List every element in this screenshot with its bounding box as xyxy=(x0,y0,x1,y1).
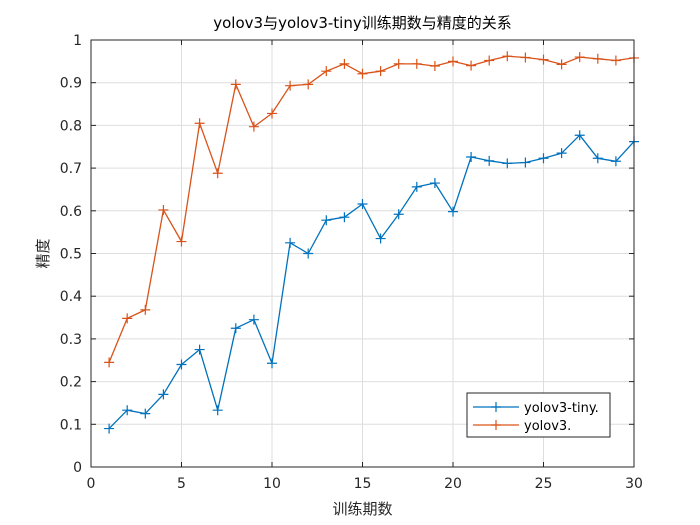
y-tick-label: 0.7 xyxy=(60,161,82,177)
data-point xyxy=(230,79,241,90)
series-line xyxy=(108,134,635,430)
data-point xyxy=(466,151,477,162)
data-point xyxy=(574,52,585,63)
y-tick-label: 0.3 xyxy=(60,332,82,348)
data-point xyxy=(357,68,368,79)
y-tick-label: 0.9 xyxy=(60,76,82,92)
data-point xyxy=(176,236,187,247)
x-tick-label: 25 xyxy=(535,476,553,492)
data-point xyxy=(411,58,422,69)
data-point xyxy=(321,66,332,77)
ticks: 0 5 10 15 20 25 30 0 0.1 0.2 0.3 0.4 0.5 0.6 0.7 0.8 0.9… xyxy=(60,33,643,492)
data-point xyxy=(303,248,314,259)
y-tick-label: 1 xyxy=(73,33,82,49)
data-point xyxy=(357,198,368,209)
data-point xyxy=(574,130,585,141)
x-tick-label: 0 xyxy=(87,476,96,492)
y-axis-label: 精度 xyxy=(34,238,52,268)
data-point xyxy=(502,158,513,169)
data-point xyxy=(448,206,458,217)
data-point xyxy=(267,358,277,369)
data-point xyxy=(502,51,513,62)
legend-marker xyxy=(491,420,501,430)
data-point xyxy=(267,108,277,119)
data-point xyxy=(538,54,549,65)
data-point xyxy=(248,121,259,132)
data-point xyxy=(556,59,567,70)
data-point xyxy=(538,153,549,164)
data-point xyxy=(411,181,422,192)
x-tick-label: 30 xyxy=(625,476,643,492)
x-tick-label: 20 xyxy=(444,476,462,492)
chart-title: yolov3与yolov3-tiny训练期数与精度的关系 xyxy=(213,14,512,32)
data-point xyxy=(484,55,495,66)
data-point xyxy=(122,313,133,324)
data-point xyxy=(592,53,603,64)
y-tick-label: 0.2 xyxy=(60,375,82,391)
y-tick-label: 0.8 xyxy=(60,118,82,134)
data-point xyxy=(321,215,332,226)
series-line xyxy=(108,55,635,363)
data-point xyxy=(393,209,404,220)
series-layer xyxy=(104,51,639,434)
data-point xyxy=(393,58,404,69)
data-point xyxy=(140,408,151,419)
data-point xyxy=(230,323,241,334)
data-point xyxy=(140,304,151,315)
legend-label: yolov3-tiny. xyxy=(524,401,599,416)
data-point xyxy=(285,237,296,248)
legend-box xyxy=(466,392,611,438)
data-point xyxy=(592,153,603,164)
data-point xyxy=(158,389,169,400)
y-tick-label: 0.4 xyxy=(60,289,82,305)
data-point xyxy=(104,357,115,368)
data-point xyxy=(248,314,259,325)
legend-item: yolov3-tiny. xyxy=(473,401,599,416)
data-point xyxy=(448,56,458,67)
data-point xyxy=(466,60,477,71)
y-tick-label: 0.5 xyxy=(60,247,82,263)
y-tick-label: 0 xyxy=(73,460,82,476)
data-point xyxy=(429,178,440,189)
data-point xyxy=(285,80,296,91)
data-point xyxy=(212,405,223,416)
data-point xyxy=(375,233,386,244)
data-point xyxy=(104,423,115,434)
data-point xyxy=(303,79,314,90)
data-point xyxy=(339,58,350,69)
series-yolov3 xyxy=(104,51,639,368)
data-point xyxy=(556,148,567,159)
data-point xyxy=(158,204,169,215)
y-tick-label: 0.1 xyxy=(60,417,82,433)
legend-label: yolov3. xyxy=(524,419,571,434)
legend-marker xyxy=(491,402,501,412)
data-point xyxy=(520,157,531,168)
data-point xyxy=(176,359,187,370)
data-point xyxy=(212,168,223,179)
data-point xyxy=(520,52,531,63)
x-tick-label: 10 xyxy=(263,476,281,492)
legend-item: yolov3. xyxy=(473,419,571,434)
data-point xyxy=(122,405,133,416)
data-point xyxy=(375,66,386,77)
x-axis-label: 训练期数 xyxy=(332,500,392,518)
data-point xyxy=(194,344,205,355)
x-tick-label: 15 xyxy=(354,476,372,492)
y-tick-label: 0.6 xyxy=(60,204,82,220)
data-point xyxy=(339,212,350,223)
data-point xyxy=(194,118,205,129)
x-tick-label: 5 xyxy=(177,476,186,492)
data-point xyxy=(610,156,621,167)
data-point xyxy=(610,55,621,66)
data-point xyxy=(429,61,440,72)
data-point xyxy=(484,155,495,166)
legend: yolov3-tiny. yolov3. xyxy=(466,392,611,438)
